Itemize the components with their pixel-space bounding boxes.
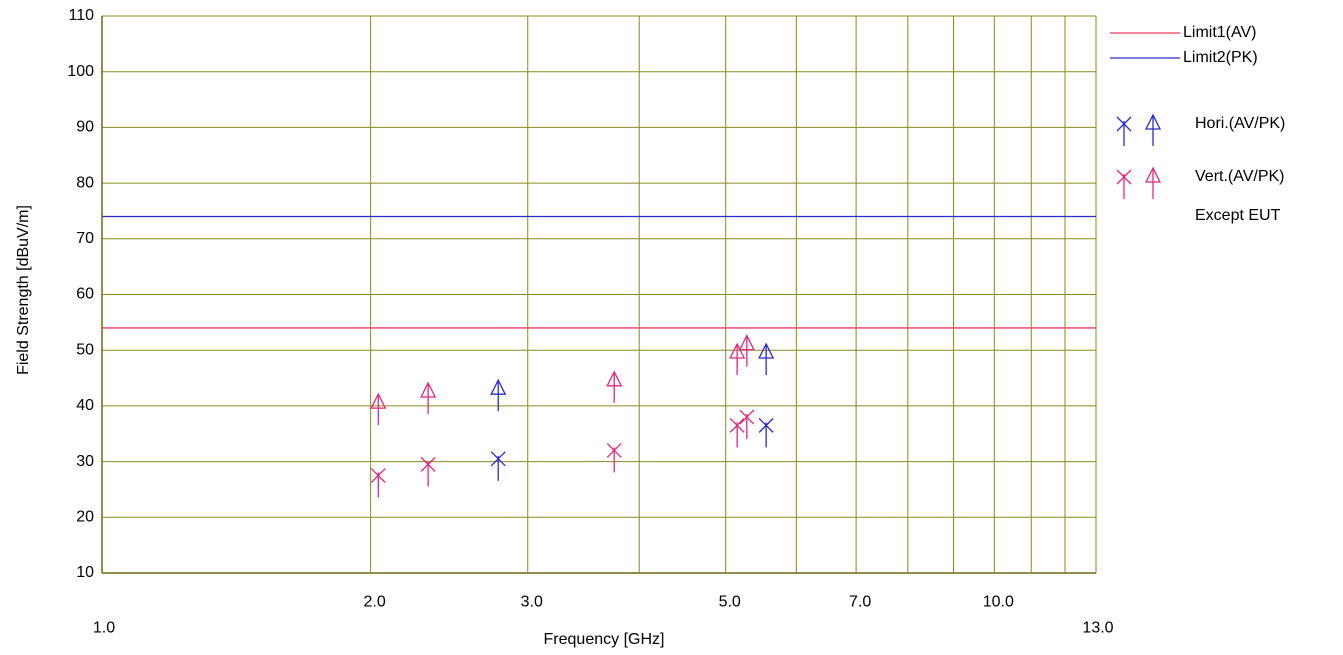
av-point-marker: [739, 409, 755, 440]
av-point-marker: [370, 468, 386, 498]
legend-item: Limit2(PK): [1110, 49, 1258, 66]
x-tick-label: 7.0: [849, 593, 871, 610]
axes-layer: [101, 16, 1096, 574]
legend-label: Vert.(AV/PK): [1195, 168, 1285, 185]
legend-x-marker: [1116, 169, 1132, 199]
legend: Limit1(AV) Limit2(PK) Hori.(AV/PK) Vert.(AV…: [1110, 24, 1285, 224]
tick-labels: 10 20 30 40 50 60 70 80 90 100 110 1.0 2.0 3.0 5.0 7.0 1…: [67, 7, 1113, 636]
limit-lines: [102, 215, 1096, 329]
y-tick-label: 30: [76, 453, 94, 470]
grid-layer: [101, 15, 1097, 574]
av-point-marker: [420, 456, 436, 487]
data-points: [370, 334, 775, 498]
legend-triangle-marker: [1144, 113, 1162, 146]
legend-item: Hori.(AV/PK): [1116, 113, 1285, 146]
x-axis-label: Frequency [GHz]: [544, 631, 665, 648]
pk-point-marker: [606, 370, 623, 403]
legend-x-marker: [1116, 116, 1132, 146]
legend-triangle-marker: [1144, 166, 1162, 199]
y-tick-label: 90: [76, 119, 94, 136]
x-tick-label: 3.0: [521, 593, 543, 610]
pk-point-marker: [758, 342, 775, 375]
av-point-marker: [758, 417, 774, 448]
pk-point-marker: [729, 342, 746, 375]
y-tick-label: 40: [76, 397, 94, 414]
legend-note: Except EUT: [1195, 207, 1281, 224]
y-tick-label: 80: [76, 174, 94, 191]
y-tick-label: 10: [76, 564, 94, 581]
legend-item: Vert.(AV/PK): [1116, 166, 1285, 199]
av-point-marker: [490, 451, 506, 481]
y-tick-label: 100: [67, 63, 94, 80]
pk-point-marker: [490, 378, 507, 412]
legend-item: Limit1(AV): [1110, 24, 1257, 41]
y-tick-label: 70: [76, 230, 94, 247]
pk-point-marker: [370, 392, 387, 426]
av-point-marker: [606, 443, 622, 473]
x-tick-label: 5.0: [719, 593, 741, 610]
x-tick-label: 13.0: [1082, 619, 1113, 636]
legend-item: Except EUT: [1195, 207, 1281, 224]
y-tick-label: 50: [76, 341, 94, 358]
pk-point-marker: [738, 334, 755, 367]
y-tick-label: 60: [76, 286, 94, 303]
legend-label: Limit1(AV): [1183, 24, 1257, 41]
x-tick-label: 10.0: [983, 593, 1014, 610]
y-tick-label: 110: [68, 7, 94, 24]
av-point-marker: [729, 417, 745, 448]
legend-label: Hori.(AV/PK): [1195, 115, 1285, 132]
pk-point-marker: [420, 381, 437, 414]
y-tick-label: 20: [76, 509, 94, 526]
y-axis-label: Field Strength [dBuV/m]: [15, 205, 32, 375]
legend-label: Limit2(PK): [1183, 49, 1258, 66]
x-tick-label: 1.0: [93, 619, 115, 636]
x-tick-label: 2.0: [363, 593, 385, 610]
